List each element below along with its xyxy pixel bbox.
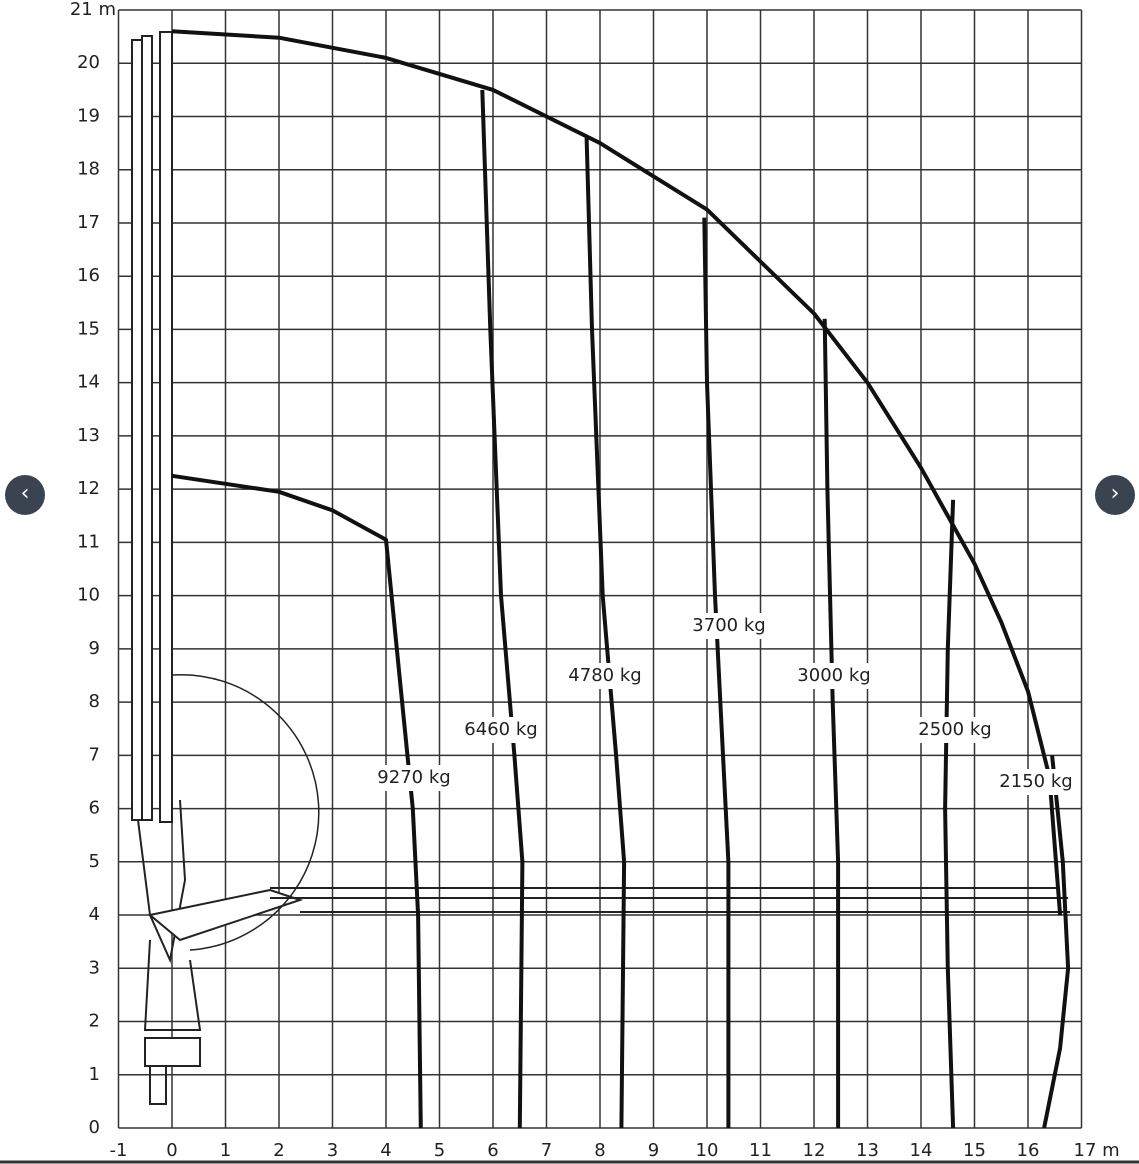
load-curve: [702, 217, 731, 1128]
label-bg: [994, 769, 1078, 795]
curve-label: 9270 kg: [377, 767, 450, 788]
x-tick-label: 13: [856, 1140, 879, 1161]
curve-label: 2150 kg: [999, 771, 1072, 792]
x-tick-label: 7: [541, 1140, 552, 1161]
next-button[interactable]: ›: [1095, 475, 1135, 515]
load-curve: [943, 499, 956, 1129]
x-tick-label: 15: [963, 1140, 986, 1161]
y-tick-label: 19: [77, 105, 100, 126]
y-tick-label: 4: [89, 904, 100, 925]
curve-label: 2500 kg: [918, 719, 991, 740]
label-bg: [913, 717, 997, 743]
y-tick-label: 8: [89, 691, 100, 712]
label-bg: [563, 663, 647, 689]
x-tick-label: 8: [594, 1140, 605, 1161]
x-tick-label: 10: [696, 1140, 719, 1161]
y-tick-label: 7: [89, 744, 100, 765]
crane: [131, 31, 1070, 1105]
prev-button[interactable]: ‹: [5, 475, 45, 515]
y-tick-label: 16: [77, 265, 100, 286]
x-tick-label: 14: [910, 1140, 933, 1161]
y-tick-label: 20: [77, 52, 100, 73]
x-tick-label: 4: [380, 1140, 391, 1161]
y-tick-label: 17: [77, 212, 100, 233]
y-tick-label: 13: [77, 425, 100, 446]
load-curve: [584, 137, 627, 1129]
x-tick-label: 5: [434, 1140, 445, 1161]
y-tick-label: 5: [89, 851, 100, 872]
x-tick-label: -1: [110, 1140, 128, 1161]
y-tick-label: 3: [89, 957, 100, 978]
y-tick-label: 12: [77, 478, 100, 499]
y-tick-label: 0: [89, 1117, 100, 1138]
y-tick-label: 18: [77, 159, 100, 180]
label-bg: [372, 765, 456, 791]
y-tick-label: 21 m: [70, 0, 116, 20]
x-tick-label: 6: [487, 1140, 498, 1161]
x-tick-label: 9: [648, 1140, 659, 1161]
curve-label: 3000 kg: [797, 665, 870, 686]
x-tick-label: 3: [327, 1140, 338, 1161]
x-tick-label: 17 m: [1074, 1140, 1120, 1161]
y-tick-label: 15: [77, 318, 100, 339]
y-tick-label: 1: [89, 1064, 100, 1085]
y-tick-label: 6: [89, 798, 100, 819]
load-curve: [1042, 755, 1071, 1129]
x-tick-label: 12: [803, 1140, 826, 1161]
x-tick-label: 2: [273, 1140, 284, 1161]
x-tick-label: 1: [220, 1140, 231, 1161]
x-tick-label: 16: [1017, 1140, 1040, 1161]
label-bg: [792, 663, 876, 689]
load-curve: [822, 318, 841, 1128]
y-tick-label: 10: [77, 585, 100, 606]
load-curve: [171, 473, 423, 1129]
y-tick-label: 11: [77, 531, 100, 552]
label-bg: [459, 717, 543, 743]
label-bg: [687, 613, 771, 639]
y-tick-label: 14: [77, 372, 100, 393]
curve-label: 6460 kg: [464, 719, 537, 740]
x-tick-label: 0: [166, 1140, 177, 1161]
x-tick-label: 11: [749, 1140, 772, 1161]
load-curve: [171, 29, 1063, 916]
y-tick-label: 2: [89, 1011, 100, 1032]
curve-label: 4780 kg: [568, 665, 641, 686]
curve-label: 3700 kg: [692, 615, 765, 636]
load-curve: [480, 89, 525, 1129]
y-tick-label: 9: [89, 638, 100, 659]
